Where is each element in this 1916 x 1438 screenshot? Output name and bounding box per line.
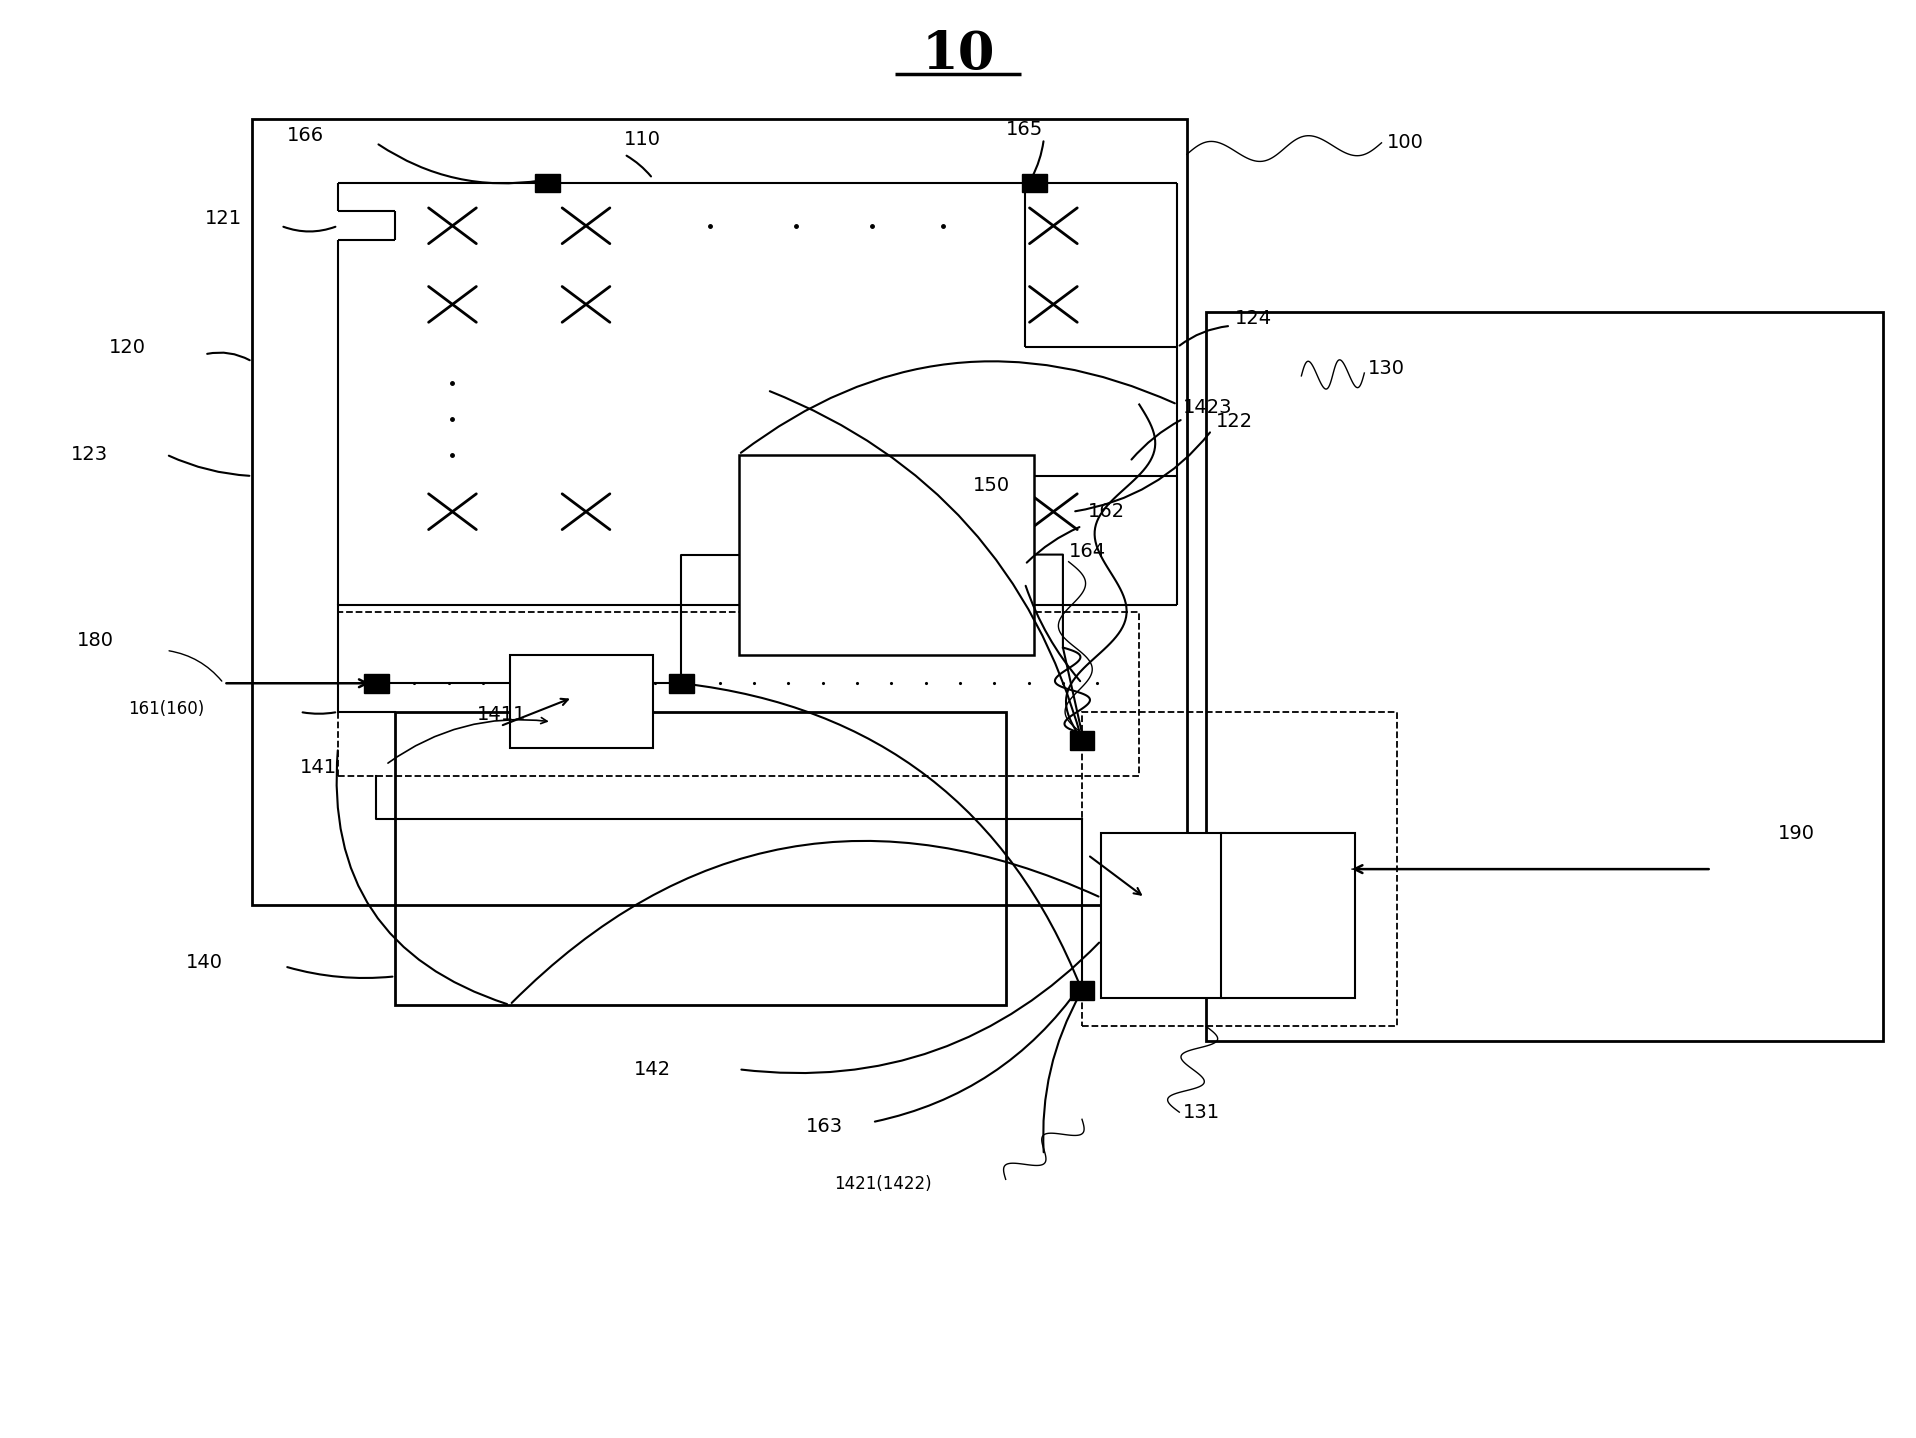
Text: 1423: 1423 xyxy=(1182,398,1232,417)
Bar xyxy=(1102,834,1224,998)
Text: 165: 165 xyxy=(1006,121,1042,139)
Text: 100: 100 xyxy=(1387,134,1424,152)
Text: 166: 166 xyxy=(287,127,324,145)
Bar xyxy=(740,454,1035,654)
Bar xyxy=(337,611,1140,777)
Text: 141: 141 xyxy=(301,758,337,777)
Text: 123: 123 xyxy=(71,444,107,464)
Bar xyxy=(395,712,1006,1005)
Bar xyxy=(253,118,1186,905)
Text: 150: 150 xyxy=(973,476,1010,496)
Bar xyxy=(1205,312,1883,1041)
Text: 124: 124 xyxy=(1234,309,1272,328)
Text: 162: 162 xyxy=(1088,502,1125,521)
Bar xyxy=(669,674,694,693)
Bar xyxy=(535,174,559,193)
Text: 121: 121 xyxy=(205,209,241,229)
Text: 131: 131 xyxy=(1182,1103,1220,1122)
Bar xyxy=(1083,712,1397,1027)
Bar xyxy=(364,674,389,693)
Text: 130: 130 xyxy=(1368,360,1404,378)
Bar xyxy=(1021,174,1046,193)
Text: 1421(1422): 1421(1422) xyxy=(833,1175,931,1192)
Text: 180: 180 xyxy=(77,631,113,650)
Text: 1411: 1411 xyxy=(477,705,527,725)
Bar xyxy=(1069,981,1094,999)
Text: 110: 110 xyxy=(625,131,661,150)
Text: 10: 10 xyxy=(922,29,994,79)
Text: 120: 120 xyxy=(109,338,146,357)
Text: 161(160): 161(160) xyxy=(128,700,205,718)
Text: 164: 164 xyxy=(1069,542,1106,561)
Text: 142: 142 xyxy=(634,1060,671,1078)
Bar xyxy=(1069,731,1094,749)
Text: 140: 140 xyxy=(186,952,222,972)
Text: 190: 190 xyxy=(1778,824,1814,843)
Bar xyxy=(510,654,653,748)
Text: 163: 163 xyxy=(805,1117,843,1136)
Text: 122: 122 xyxy=(1215,413,1253,431)
Bar xyxy=(1220,834,1355,998)
